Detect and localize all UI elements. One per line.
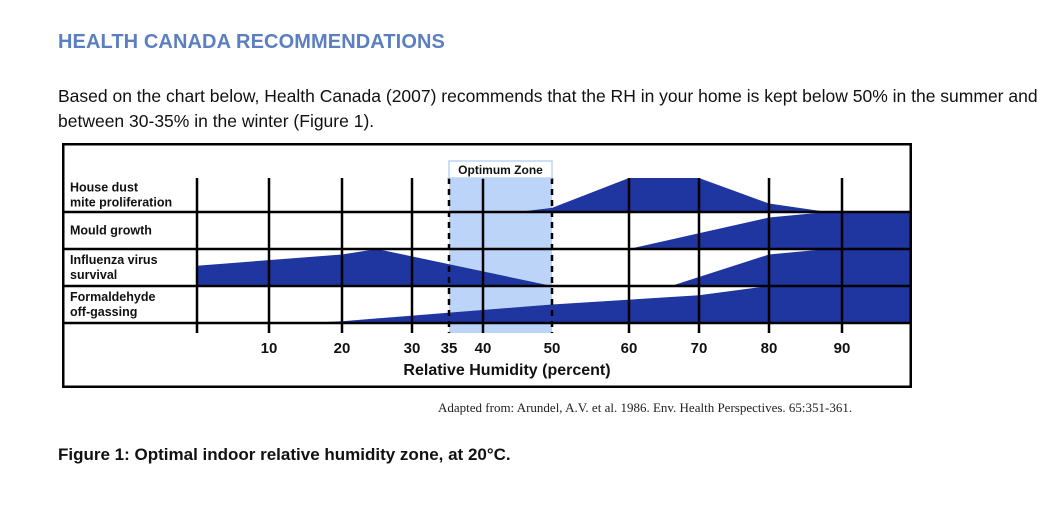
row-label: Formaldehyde bbox=[70, 290, 155, 304]
x-tick-label: 50 bbox=[544, 340, 561, 357]
chart-frame bbox=[62, 143, 912, 388]
row-label: survival bbox=[70, 268, 117, 282]
humidity-chart: Optimum Zone 10 20 30 35 40 50 60 70 80 90 Relative… bbox=[62, 143, 912, 388]
x-tick-label: 70 bbox=[691, 340, 708, 357]
x-tick-label: 30 bbox=[404, 340, 421, 357]
row-label: Mould growth bbox=[70, 224, 152, 238]
row-label: off-gassing bbox=[70, 305, 137, 319]
x-tick-label: 20 bbox=[334, 340, 351, 357]
section-heading: HEALTH CANADA RECOMMENDATIONS bbox=[58, 31, 445, 53]
chart-citation: Adapted from: Arundel, A.V. et al. 1986.… bbox=[438, 400, 853, 415]
x-tick-label: 80 bbox=[761, 340, 778, 357]
x-tick-label: 10 bbox=[261, 340, 278, 357]
row-label: Influenza virus bbox=[70, 253, 158, 267]
series-area-3 bbox=[197, 286, 911, 323]
x-tick-label: 40 bbox=[475, 340, 492, 357]
body-paragraph: Based on the chart below, Health Canada … bbox=[58, 86, 1038, 131]
figure-caption: Figure 1: Optimal indoor relative humidi… bbox=[58, 445, 511, 464]
x-axis-label: Relative Humidity (percent) bbox=[403, 362, 610, 379]
x-tick-label: 35 bbox=[441, 340, 458, 357]
x-tick-label: 60 bbox=[621, 340, 638, 357]
series-area-2 bbox=[197, 249, 911, 286]
row-label: House dust bbox=[70, 181, 139, 195]
series-area-1 bbox=[197, 212, 911, 249]
optimum-zone-label-box bbox=[448, 160, 553, 179]
optimum-zone-label: Optimum Zone bbox=[458, 163, 543, 177]
x-tick-label: 90 bbox=[834, 340, 851, 357]
series-area-0 bbox=[197, 178, 911, 212]
row-label: mite proliferation bbox=[70, 196, 172, 210]
